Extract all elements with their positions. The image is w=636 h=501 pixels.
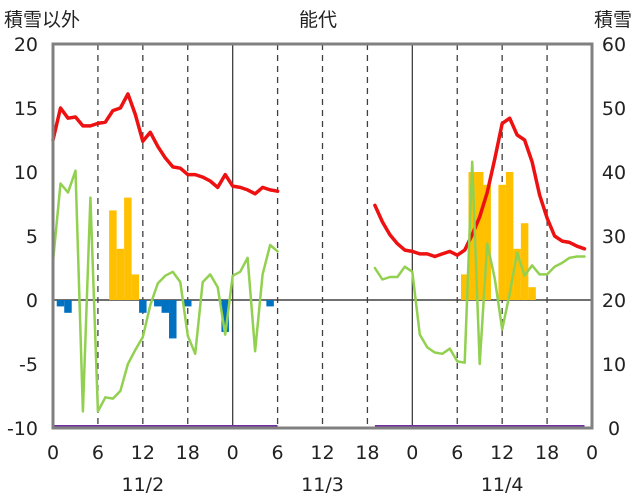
y-tick-label-right: 50: [602, 98, 626, 120]
y-tick-label-left: -10: [7, 418, 38, 440]
precip-bar: [513, 248, 521, 300]
sunshine-bar: [161, 300, 170, 313]
sunshine-bar: [56, 300, 65, 307]
precip-bar: [520, 223, 529, 300]
x-tick-label: 18: [535, 442, 559, 464]
x-tick-label: 6: [272, 442, 284, 464]
precip-bar: [460, 274, 469, 300]
date-label: 11/4: [481, 474, 524, 496]
precip-bar: [505, 172, 514, 300]
plot-frame: [51, 42, 594, 430]
sunshine-bar: [221, 300, 229, 332]
sunshine-bar: [64, 300, 72, 313]
y-tick-label-left: 10: [14, 162, 38, 184]
y-tick-label-left: -5: [19, 354, 38, 376]
chart-title: 能代: [299, 9, 337, 31]
x-tick-label: 12: [490, 442, 514, 464]
y-tick-label-left: 5: [26, 226, 38, 248]
x-tick-label: 18: [176, 442, 200, 464]
y-tick-label-right: 0: [608, 418, 620, 440]
left-axis-title: 積雪以外: [4, 9, 80, 31]
bar-series: [56, 172, 536, 339]
sunshine-bar: [266, 300, 274, 307]
y-tick-label-right: 60: [602, 34, 626, 56]
y-tick-label-right: 10: [602, 354, 626, 376]
sunshine-bar: [169, 300, 177, 339]
y-tick-label-right: 20: [602, 290, 626, 312]
date-label: 11/2: [121, 474, 164, 496]
precip-bar: [483, 184, 491, 300]
y-tick-label-left: 0: [26, 290, 38, 312]
precip-bar: [528, 287, 536, 300]
temperature-line: [373, 116, 587, 259]
x-tick-label: 12: [131, 442, 155, 464]
precip-bar: [498, 184, 506, 300]
y-tick-label-left: 20: [14, 34, 38, 56]
x-tick-label: 0: [227, 442, 239, 464]
precip-bar: [124, 197, 132, 300]
x-tick-label: 0: [586, 442, 598, 464]
x-tick-label: 6: [451, 442, 463, 464]
precip-bar: [131, 274, 140, 300]
precip-bar: [475, 172, 484, 300]
sunshine-bar: [184, 300, 192, 307]
sunshine-bar: [154, 300, 162, 307]
right-axis-title: 積雪: [594, 9, 632, 31]
wind-line: [373, 160, 586, 366]
y-tick-label-left: 15: [14, 98, 38, 120]
x-tick-label: 18: [355, 442, 379, 464]
y-tick-label-right: 40: [602, 162, 626, 184]
temperature-line: [51, 92, 280, 196]
x-tick-label: 0: [406, 442, 418, 464]
x-tick-label: 6: [92, 442, 104, 464]
precip-bar: [109, 210, 117, 300]
y-tick-label-right: 30: [602, 226, 626, 248]
sunshine-bar: [139, 300, 147, 313]
date-label: 11/3: [301, 474, 344, 496]
precip-bar: [116, 248, 125, 300]
x-tick-label: 12: [310, 442, 334, 464]
x-tick-label: 0: [47, 442, 59, 464]
wind-line: [51, 169, 279, 413]
